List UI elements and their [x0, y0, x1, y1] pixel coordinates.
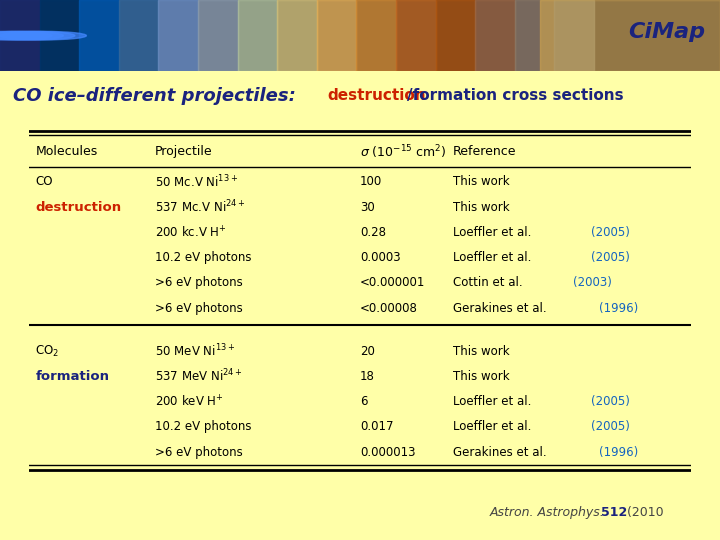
Bar [515, 0, 554, 71]
Text: 10.2 eV photons: 10.2 eV photons [155, 421, 251, 434]
Circle shape [0, 31, 52, 40]
Text: CO$_2$: CO$_2$ [35, 343, 60, 359]
Bar [475, 0, 515, 71]
Bar [540, 0, 720, 71]
Text: Reference: Reference [453, 145, 516, 158]
Text: (2005): (2005) [590, 395, 629, 408]
Text: Cottin et al.: Cottin et al. [453, 276, 526, 289]
Text: <0.00008: <0.00008 [360, 302, 418, 315]
Text: 537 Mc.V Ni$^{24+}$: 537 Mc.V Ni$^{24+}$ [155, 199, 246, 215]
Text: 10.2 eV photons: 10.2 eV photons [155, 251, 251, 264]
Text: 0.0003: 0.0003 [360, 251, 400, 264]
Text: (1996): (1996) [599, 302, 639, 315]
Text: This work: This work [453, 176, 509, 188]
Circle shape [0, 31, 86, 40]
Text: Loeffler et al.: Loeffler et al. [453, 226, 535, 239]
Text: >6 eV photons: >6 eV photons [155, 302, 243, 315]
Text: <0.000001: <0.000001 [360, 276, 426, 289]
Text: Gerakines et al.: Gerakines et al. [453, 302, 550, 315]
Text: 537 MeV Ni$^{24+}$: 537 MeV Ni$^{24+}$ [155, 368, 242, 384]
Text: 0.28: 0.28 [360, 226, 386, 239]
Bar [0, 0, 40, 71]
Text: >6 eV photons: >6 eV photons [155, 446, 243, 458]
Text: Projectile: Projectile [155, 145, 212, 158]
Bar [317, 0, 356, 71]
Text: 30: 30 [360, 201, 374, 214]
Bar [79, 0, 119, 71]
Text: Loeffler et al.: Loeffler et al. [453, 421, 535, 434]
Text: 0.017: 0.017 [360, 421, 394, 434]
Text: 0.000013: 0.000013 [360, 446, 415, 458]
Text: /formation cross sections: /formation cross sections [407, 89, 624, 104]
Text: 20: 20 [360, 345, 375, 357]
Circle shape [0, 31, 75, 40]
Text: 200 kc.V H$^{+}$: 200 kc.V H$^{+}$ [155, 225, 227, 240]
Text: Gerakines et al.: Gerakines et al. [453, 446, 550, 458]
Text: (2003): (2003) [573, 276, 612, 289]
Bar [396, 0, 436, 71]
Text: 100: 100 [360, 176, 382, 188]
Text: This work: This work [453, 201, 509, 214]
Text: Astron. Astrophys.: Astron. Astrophys. [490, 505, 604, 518]
Text: Loeffler et al.: Loeffler et al. [453, 251, 535, 264]
Text: 50 MeV Ni$^{13+}$: 50 MeV Ni$^{13+}$ [155, 343, 235, 360]
Text: >6 eV photons: >6 eV photons [155, 276, 243, 289]
Text: CiMap: CiMap [629, 22, 706, 42]
Text: $\sigma$ (10$^{-15}$ cm$^2$): $\sigma$ (10$^{-15}$ cm$^2$) [360, 143, 446, 160]
Bar [436, 0, 475, 71]
Text: 512: 512 [601, 505, 627, 518]
Text: (2005): (2005) [590, 421, 629, 434]
Text: (2005): (2005) [590, 226, 629, 239]
Text: This work: This work [453, 370, 509, 383]
Bar [277, 0, 317, 71]
Text: 6: 6 [360, 395, 367, 408]
Bar [198, 0, 238, 71]
Text: Molecules: Molecules [35, 145, 98, 158]
Text: (1996): (1996) [599, 446, 639, 458]
Text: CO ice–different projectiles:: CO ice–different projectiles: [13, 87, 296, 105]
Text: 50 Mc.V Ni$^{13+}$: 50 Mc.V Ni$^{13+}$ [155, 174, 238, 190]
Text: formation: formation [35, 370, 109, 383]
Bar [356, 0, 396, 71]
Text: destruction: destruction [35, 201, 122, 214]
Bar [238, 0, 277, 71]
Text: CO: CO [35, 176, 53, 188]
Text: 200 keV H$^{+}$: 200 keV H$^{+}$ [155, 394, 224, 409]
Text: This work: This work [453, 345, 509, 357]
Text: 18: 18 [360, 370, 375, 383]
Text: (2010: (2010 [623, 505, 663, 518]
Circle shape [0, 31, 63, 40]
Text: (2005): (2005) [590, 251, 629, 264]
Bar [554, 0, 594, 71]
Bar [158, 0, 198, 71]
Bar [40, 0, 79, 71]
Text: Loeffler et al.: Loeffler et al. [453, 395, 535, 408]
Text: destruction: destruction [328, 89, 426, 104]
Bar [119, 0, 158, 71]
